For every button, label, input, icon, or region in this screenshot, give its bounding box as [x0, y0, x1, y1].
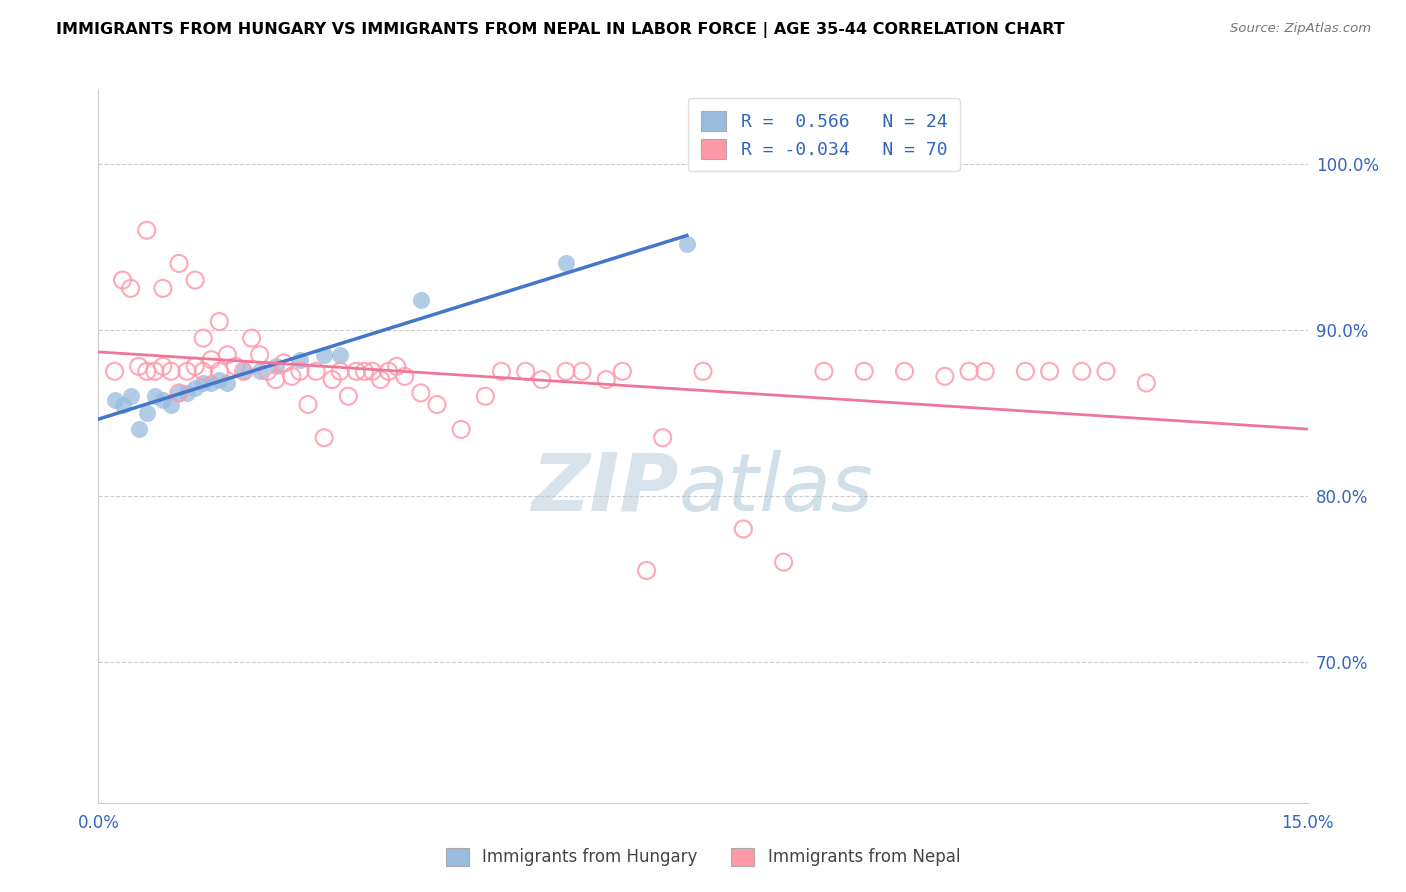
Point: [409, 293, 432, 307]
Point: [1095, 364, 1118, 378]
Point: [273, 356, 295, 370]
Point: [344, 364, 367, 378]
Point: [426, 397, 449, 411]
Point: [249, 348, 271, 362]
Point: [281, 369, 304, 384]
Point: [772, 555, 794, 569]
Point: [143, 364, 166, 378]
Point: [264, 359, 287, 374]
Point: [813, 364, 835, 378]
Point: [692, 364, 714, 378]
Point: [264, 373, 287, 387]
Point: [321, 373, 343, 387]
Point: [1014, 364, 1036, 378]
Point: [515, 364, 537, 378]
Point: [135, 223, 157, 237]
Point: [1135, 376, 1157, 390]
Point: [176, 385, 198, 400]
Text: IMMIGRANTS FROM HUNGARY VS IMMIGRANTS FROM NEPAL IN LABOR FORCE | AGE 35-44 CORR: IMMIGRANTS FROM HUNGARY VS IMMIGRANTS FR…: [56, 22, 1064, 38]
Point: [853, 364, 876, 378]
Point: [184, 273, 207, 287]
Point: [128, 422, 150, 436]
Point: [193, 364, 215, 378]
Point: [208, 364, 231, 378]
Point: [135, 406, 157, 420]
Point: [571, 364, 593, 378]
Point: [370, 373, 392, 387]
Point: [314, 431, 336, 445]
Point: [394, 369, 416, 384]
Point: [893, 364, 915, 378]
Point: [474, 389, 496, 403]
Point: [232, 364, 254, 378]
Point: [152, 281, 174, 295]
Point: [353, 364, 375, 378]
Point: [934, 369, 956, 384]
Point: [305, 364, 328, 378]
Point: [1039, 364, 1062, 378]
Legend: Immigrants from Hungary, Immigrants from Nepal: Immigrants from Hungary, Immigrants from…: [439, 841, 967, 873]
Point: [530, 373, 553, 387]
Point: [337, 389, 360, 403]
Point: [217, 348, 239, 362]
Point: [111, 273, 134, 287]
Point: [612, 364, 634, 378]
Point: [152, 359, 174, 374]
Point: [288, 364, 311, 378]
Point: [240, 331, 263, 345]
Point: [288, 352, 311, 367]
Point: [128, 359, 150, 374]
Point: [103, 364, 125, 378]
Point: [377, 364, 399, 378]
Point: [120, 281, 142, 295]
Point: [651, 431, 673, 445]
Point: [135, 364, 157, 378]
Point: [329, 348, 352, 362]
Point: [193, 331, 215, 345]
Point: [103, 392, 125, 407]
Point: [329, 364, 352, 378]
Point: [595, 373, 617, 387]
Point: [314, 348, 336, 362]
Point: [200, 376, 222, 390]
Point: [160, 364, 183, 378]
Point: [184, 381, 207, 395]
Point: [555, 364, 578, 378]
Point: [200, 352, 222, 367]
Point: [160, 397, 183, 411]
Point: [167, 385, 190, 400]
Point: [409, 385, 432, 400]
Point: [111, 397, 134, 411]
Point: [491, 364, 513, 378]
Point: [167, 385, 190, 400]
Point: [208, 314, 231, 328]
Point: [167, 256, 190, 270]
Point: [676, 236, 699, 251]
Point: [120, 389, 142, 403]
Point: [176, 364, 198, 378]
Point: [974, 364, 997, 378]
Point: [957, 364, 980, 378]
Point: [152, 392, 174, 407]
Point: [193, 376, 215, 390]
Point: [450, 422, 472, 436]
Point: [1070, 364, 1092, 378]
Point: [232, 364, 254, 378]
Point: [555, 256, 578, 270]
Point: [208, 373, 231, 387]
Point: [224, 359, 246, 374]
Text: Source: ZipAtlas.com: Source: ZipAtlas.com: [1230, 22, 1371, 36]
Point: [636, 564, 658, 578]
Point: [249, 364, 271, 378]
Point: [361, 364, 384, 378]
Text: ZIP: ZIP: [531, 450, 679, 528]
Point: [385, 359, 408, 374]
Point: [733, 522, 755, 536]
Point: [217, 376, 239, 390]
Point: [184, 359, 207, 374]
Point: [143, 389, 166, 403]
Point: [256, 364, 278, 378]
Point: [297, 397, 319, 411]
Text: atlas: atlas: [679, 450, 873, 528]
